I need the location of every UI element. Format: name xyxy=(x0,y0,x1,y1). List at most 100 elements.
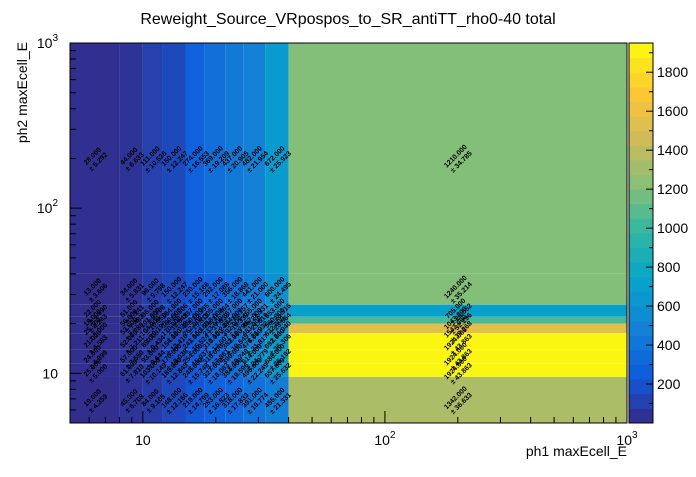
y-tick-label: 103 xyxy=(37,33,59,51)
heatmap-cell xyxy=(243,333,266,350)
heatmap-cell xyxy=(70,304,120,317)
plot-frame xyxy=(69,42,628,424)
colorbar-tick-label: 600 xyxy=(657,298,681,314)
colorbar-tick-label: 1200 xyxy=(657,181,688,197)
heatmap-cell xyxy=(185,349,205,364)
heatmap-cell xyxy=(119,323,143,334)
heatmap-cell xyxy=(119,363,143,377)
colorbar-band xyxy=(629,203,653,219)
chart-title: Reweight_Source_VRpospos_to_SR_antiTT_rh… xyxy=(140,11,555,28)
heatmap-cell xyxy=(225,273,244,305)
colorbar-band xyxy=(629,116,653,132)
heatmap-cell xyxy=(185,323,205,334)
heatmap-cell xyxy=(142,304,163,317)
x-tick-exponent: 3 xyxy=(632,430,638,441)
colorbar-band xyxy=(629,43,653,59)
colorbar-band xyxy=(629,262,653,278)
heatmap-cell xyxy=(243,273,266,305)
colorbar-band xyxy=(629,145,653,161)
heatmap-cell xyxy=(204,273,226,305)
colorbar-band xyxy=(629,218,653,234)
heatmap-cell xyxy=(70,43,120,274)
heatmap-cell xyxy=(119,273,143,305)
colorbar-band xyxy=(629,247,653,263)
heatmap-cell xyxy=(142,316,163,324)
heatmap-cell xyxy=(204,43,226,274)
heatmap-cell xyxy=(185,304,205,317)
y-axis-label: ph2 maxEcell_E xyxy=(14,42,30,143)
colorbar-band xyxy=(629,57,653,73)
colorbar-band xyxy=(629,276,653,292)
heatmap-cell xyxy=(265,363,289,377)
x-tick-label: 102 xyxy=(374,430,396,448)
y-tick-exponent: 3 xyxy=(52,33,58,44)
heatmap-cell xyxy=(185,333,205,350)
colorbar-tick-label: 400 xyxy=(657,337,681,353)
heatmap-cell xyxy=(162,376,186,423)
heatmap-cell xyxy=(162,273,186,305)
heatmap-cell xyxy=(288,43,627,274)
heatmap-cell xyxy=(243,304,266,317)
colorbar-frame xyxy=(628,42,654,424)
heatmap-cell xyxy=(162,316,186,324)
colorbar: 200 400 600 800 1000 1200 1400 1600 1800 xyxy=(628,42,688,424)
colorbar-tick-label: 1800 xyxy=(657,64,688,80)
y-tick-label: 10 xyxy=(42,365,58,381)
heatmap-cell xyxy=(142,349,163,364)
heatmap-cell xyxy=(288,316,627,324)
heatmap-cell xyxy=(162,323,186,334)
heatmap-cell xyxy=(142,333,163,350)
heatmap-cell xyxy=(265,333,289,350)
heatmap-cell xyxy=(288,273,627,305)
heatmap-cell xyxy=(162,363,186,377)
colorbar-tick-label: 1600 xyxy=(657,103,688,119)
heatmap-cell xyxy=(225,304,244,317)
colorbar-band xyxy=(629,306,653,322)
heatmap-cell xyxy=(204,316,226,324)
heatmap-cell xyxy=(225,43,244,274)
heatmap-cell xyxy=(225,363,244,377)
heatmap-cell xyxy=(185,316,205,324)
heatmap-cell xyxy=(204,304,226,317)
heatmap-cell xyxy=(185,363,205,377)
x-tick-exponent: 2 xyxy=(390,430,396,441)
heatmap-cell xyxy=(204,363,226,377)
heatmap-cell xyxy=(70,323,120,334)
heatmap-cell xyxy=(265,349,289,364)
x-tick-label: 10 xyxy=(135,432,151,448)
heatmap-cell xyxy=(185,273,205,305)
heatmap-cell xyxy=(204,323,226,334)
heatmap-cell xyxy=(243,363,266,377)
heatmap-cell xyxy=(225,323,244,334)
x-axis-label: ph1 maxEcell_E xyxy=(526,443,627,459)
heatmap-cell xyxy=(265,43,289,274)
colorbar-tick-label: 200 xyxy=(657,376,681,392)
colorbar-band xyxy=(629,86,653,102)
colorbar-band xyxy=(629,349,653,366)
heatmap-cell xyxy=(162,349,186,364)
colorbar-band xyxy=(629,364,653,380)
heatmap-cell xyxy=(243,349,266,364)
heatmap-cell xyxy=(142,376,163,423)
heatmap-cell xyxy=(243,316,266,324)
heatmap-cell xyxy=(288,304,627,317)
y-tick-label: 102 xyxy=(37,198,59,216)
heatmap-cell xyxy=(265,273,289,305)
colorbar-band xyxy=(629,189,653,205)
heatmap-cell xyxy=(243,323,266,334)
heatmap-cell xyxy=(142,323,163,334)
heatmap-cell xyxy=(70,376,120,423)
colorbar-band xyxy=(629,335,653,351)
heatmap-cell xyxy=(185,43,205,274)
heatmap-cell xyxy=(288,349,627,364)
colorbar-band xyxy=(629,159,653,176)
heatmap-cell xyxy=(70,316,120,324)
heatmap-cell xyxy=(185,376,205,423)
colorbar-band xyxy=(629,393,653,409)
heatmap-cell xyxy=(119,349,143,364)
colorbar-band xyxy=(629,130,653,146)
heatmap-cell xyxy=(288,376,627,423)
